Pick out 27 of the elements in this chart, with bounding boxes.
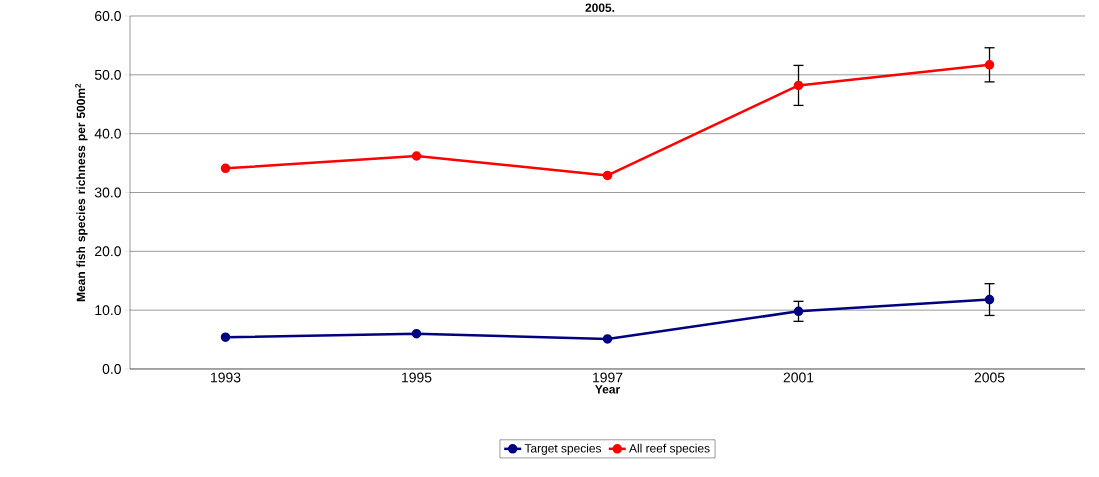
x-axis-title: Year [595, 385, 620, 394]
y-tick-label: 0.0 [102, 364, 121, 374]
point [793, 306, 804, 317]
point [411, 328, 422, 339]
point [984, 60, 995, 70]
legend-label: All reef species [629, 443, 710, 455]
y-tick-label: 20.0 [95, 246, 121, 257]
point [984, 294, 995, 305]
x-tick-label: 1997 [593, 372, 623, 383]
point [220, 332, 231, 342]
point [793, 80, 804, 91]
x-tick-label: 2001 [783, 372, 814, 383]
point [411, 151, 422, 161]
chart-title: 2005. [585, 3, 615, 12]
x-tick-label: 2005 [974, 372, 1005, 383]
y-axis-title: Mean fish species richness per 500m$^{2}$ [75, 83, 88, 302]
y-tick-label: 50.0 [94, 69, 121, 80]
legend-label: Target species [524, 443, 602, 455]
y-tick-label: 40.0 [94, 128, 121, 139]
x-tick-label: 1995 [402, 372, 432, 383]
y-tick-label: 30.0 [94, 187, 121, 198]
y-tick-label: 10.0 [95, 305, 121, 316]
x-tick-label: 1993 [211, 372, 241, 383]
point [220, 163, 231, 174]
point [602, 334, 613, 344]
point [602, 170, 613, 181]
y-tick-label: 60.0 [95, 11, 121, 21]
